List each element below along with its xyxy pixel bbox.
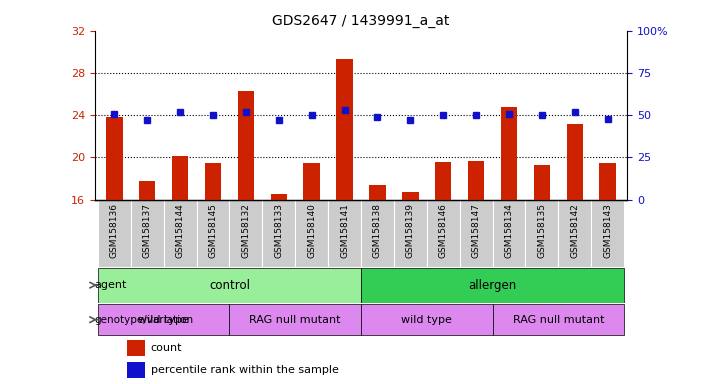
Bar: [599, 163, 616, 200]
Bar: [558, 200, 591, 267]
Bar: [460, 200, 493, 267]
Bar: [328, 200, 361, 267]
Bar: [493, 304, 624, 335]
Title: GDS2647 / 1439991_a_at: GDS2647 / 1439991_a_at: [272, 14, 450, 28]
Bar: [493, 200, 526, 267]
Text: GSM158144: GSM158144: [176, 203, 184, 258]
Bar: [98, 268, 361, 303]
Bar: [98, 304, 229, 335]
Bar: [229, 304, 361, 335]
Text: GSM158143: GSM158143: [603, 203, 612, 258]
Text: control: control: [209, 279, 250, 291]
Bar: [295, 200, 328, 267]
Bar: [394, 200, 427, 267]
Bar: [501, 107, 517, 200]
Bar: [361, 268, 624, 303]
Bar: [127, 341, 145, 356]
Bar: [139, 180, 156, 200]
Text: count: count: [151, 343, 182, 353]
Bar: [262, 200, 295, 267]
Text: GSM158136: GSM158136: [110, 203, 119, 258]
Bar: [238, 91, 254, 200]
Bar: [435, 162, 451, 200]
Text: GSM158134: GSM158134: [505, 203, 514, 258]
Text: GSM158145: GSM158145: [208, 203, 217, 258]
Bar: [468, 161, 484, 200]
Text: wild type: wild type: [402, 314, 452, 325]
Bar: [526, 200, 558, 267]
Text: percentile rank within the sample: percentile rank within the sample: [151, 366, 339, 376]
Text: GSM158140: GSM158140: [307, 203, 316, 258]
Bar: [402, 192, 418, 200]
Bar: [172, 156, 189, 200]
Bar: [106, 117, 123, 200]
Bar: [127, 362, 145, 378]
Bar: [427, 200, 460, 267]
Bar: [164, 200, 196, 267]
Text: GSM158133: GSM158133: [274, 203, 283, 258]
Bar: [369, 185, 386, 200]
Text: GSM158141: GSM158141: [340, 203, 349, 258]
Bar: [361, 304, 493, 335]
Text: RAG null mutant: RAG null mutant: [250, 314, 341, 325]
Bar: [271, 194, 287, 200]
Bar: [361, 200, 394, 267]
Bar: [98, 200, 131, 267]
Text: wild type: wild type: [138, 314, 189, 325]
Bar: [591, 200, 624, 267]
Text: agent: agent: [94, 280, 126, 290]
Text: GSM158138: GSM158138: [373, 203, 382, 258]
Text: RAG null mutant: RAG null mutant: [512, 314, 604, 325]
Bar: [229, 200, 262, 267]
Bar: [304, 163, 320, 200]
Text: GSM158147: GSM158147: [472, 203, 481, 258]
Text: GSM158135: GSM158135: [538, 203, 546, 258]
Text: GSM158139: GSM158139: [406, 203, 415, 258]
Bar: [566, 124, 583, 200]
Bar: [336, 59, 353, 200]
Text: GSM158137: GSM158137: [143, 203, 151, 258]
Text: genotype/variation: genotype/variation: [94, 314, 193, 325]
Text: GSM158132: GSM158132: [241, 203, 250, 258]
Text: allergen: allergen: [468, 279, 517, 291]
Text: GSM158146: GSM158146: [439, 203, 448, 258]
Bar: [196, 200, 229, 267]
Bar: [131, 200, 164, 267]
Text: GSM158142: GSM158142: [571, 203, 579, 258]
Bar: [205, 163, 222, 200]
Bar: [533, 165, 550, 200]
